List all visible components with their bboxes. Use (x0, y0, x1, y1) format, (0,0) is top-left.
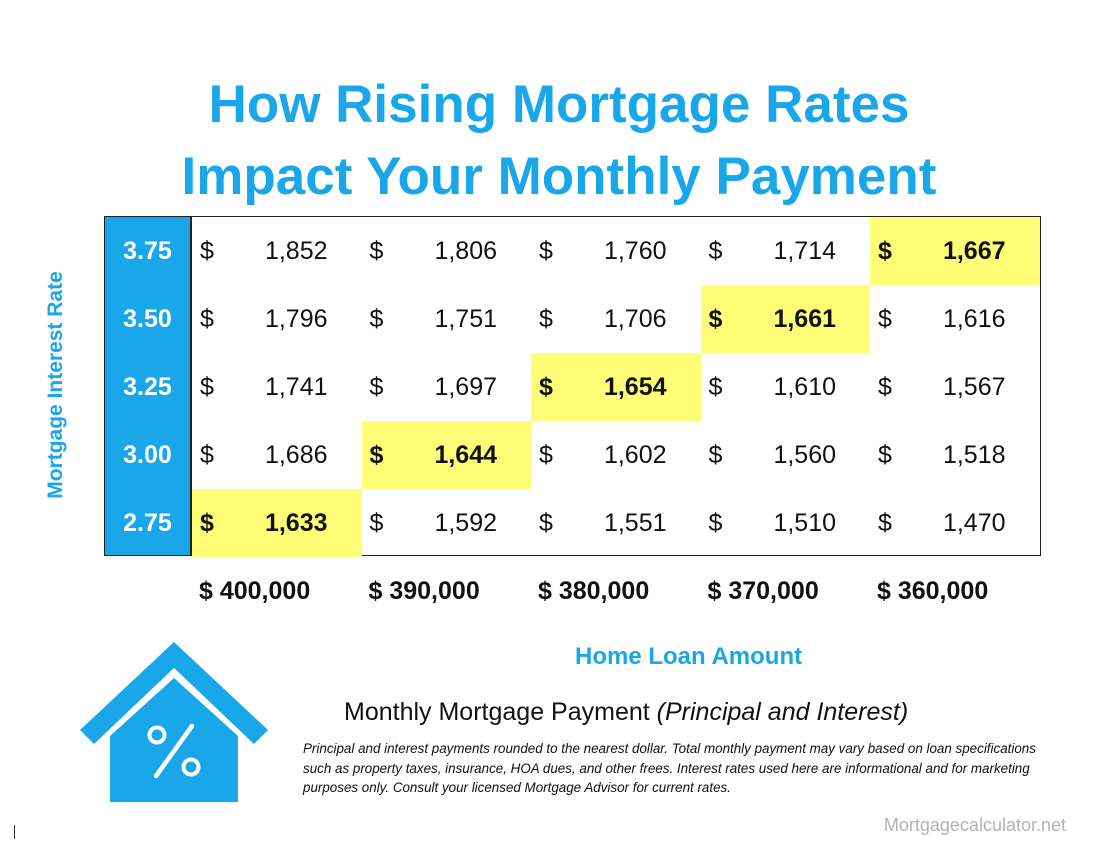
currency-symbol: $ (708, 441, 723, 469)
payment-value: 1,518 (942, 441, 1006, 469)
rate-label: 3.50 (123, 305, 172, 333)
currency-symbol: $ (200, 237, 214, 265)
currency-symbol: $ (539, 373, 553, 401)
rate-label: 3.25 (123, 373, 172, 401)
payment-value: 1,610 (773, 373, 836, 401)
loan-amount-label: $ 380,000 (538, 577, 650, 605)
payment-cell: $1,714 (701, 217, 871, 285)
currency-symbol: $ (708, 237, 723, 265)
loan-amount-label: $ 360,000 (877, 577, 989, 605)
payment-value: 1,602 (603, 441, 667, 469)
payment-value: 1,661 (773, 305, 836, 333)
loan-amount-label: $ 370,000 (707, 577, 819, 605)
payment-value: 1,760 (603, 237, 667, 265)
currency-symbol: $ (539, 305, 553, 333)
payment-cell: $1,706 (531, 285, 701, 353)
loan-amount-label: $ 390,000 (368, 577, 480, 605)
currency-symbol: $ (539, 509, 553, 537)
payment-cell: $1,806 (362, 217, 532, 285)
rate-column: 3.75 3.50 3.25 3.00 2.75 (105, 217, 192, 555)
currency-symbol: $ (200, 305, 214, 333)
payment-cell: $1,602 (531, 421, 701, 489)
payment-cell: $1,592 (362, 489, 532, 557)
payment-value: 1,616 (942, 305, 1006, 333)
currency-symbol: $ (878, 509, 892, 537)
payment-value: 1,686 (264, 441, 328, 469)
currency-symbol: $ (878, 305, 892, 333)
payment-cell: $1,518 (870, 421, 1040, 489)
currency-symbol: $ (200, 441, 214, 469)
x-axis-label: Home Loan Amount (575, 643, 803, 670)
payment-value: 1,714 (773, 237, 836, 265)
payment-cell: $1,741 (192, 353, 362, 421)
payment-value: 1,806 (434, 237, 497, 265)
payment-value: 1,592 (434, 509, 497, 537)
payment-value: 1,633 (264, 509, 328, 537)
house-percent-icon (80, 642, 268, 802)
payment-cell: $1,852 (192, 217, 362, 285)
text-cursor (14, 825, 15, 839)
payment-value: 1,667 (942, 237, 1006, 265)
currency-symbol: $ (200, 509, 214, 537)
payment-value: 1,567 (942, 373, 1006, 401)
payment-cell: $1,633 (192, 489, 362, 557)
currency-symbol: $ (878, 237, 892, 265)
currency-symbol: $ (708, 373, 723, 401)
payment-cell: $1,697 (362, 353, 532, 421)
loan-amount-label: $ 400,000 (199, 577, 311, 605)
currency-symbol: $ (369, 305, 384, 333)
payment-value: 1,706 (603, 305, 667, 333)
currency-symbol: $ (369, 373, 384, 401)
currency-symbol: $ (878, 373, 892, 401)
payment-table: 3.75 3.50 3.25 3.00 2.75 $1,852 $1,806 $1,760 $… (104, 216, 1041, 557)
payment-cell: $1,610 (701, 353, 871, 421)
payment-cell: $1,667 (870, 217, 1040, 285)
currency-symbol: $ (200, 373, 214, 401)
payment-cell: $1,760 (531, 217, 701, 285)
payment-value: 1,697 (434, 373, 497, 401)
currency-symbol: $ (539, 441, 553, 469)
payment-cell: $1,551 (531, 489, 701, 557)
currency-symbol: $ (539, 237, 553, 265)
payment-cell: $1,567 (870, 353, 1040, 421)
currency-symbol: $ (708, 509, 723, 537)
payment-value: 1,560 (773, 441, 836, 469)
page-title-line-2: Impact Your Monthly Payment (181, 147, 937, 206)
currency-symbol: $ (708, 305, 723, 333)
payment-value: 1,551 (603, 509, 667, 537)
currency-symbol: $ (369, 509, 384, 537)
payment-value: 1,470 (942, 509, 1006, 537)
rate-label: 3.75 (123, 237, 172, 265)
payment-value: 1,654 (603, 373, 667, 401)
payment-cell: $1,661 (700, 285, 870, 353)
payment-cell: $1,560 (701, 421, 871, 489)
payment-value: 1,741 (264, 373, 328, 401)
payment-cell: $1,510 (701, 489, 871, 557)
caption-italic: (Principal and Interest) (656, 698, 909, 726)
payment-value: 1,751 (434, 305, 497, 333)
disclaimer-footnote: Principal and interest payments rounded … (303, 741, 1036, 795)
payment-value: 1,852 (264, 237, 328, 265)
payment-value: 1,796 (264, 305, 328, 333)
payment-cell: $1,654 (531, 353, 701, 421)
payment-cell: $1,686 (192, 421, 362, 489)
payment-cell: $1,796 (192, 285, 362, 353)
payment-value: 1,644 (434, 441, 497, 469)
currency-symbol: $ (878, 441, 892, 469)
payment-value: 1,510 (773, 509, 836, 537)
payment-cell: $1,644 (361, 421, 531, 489)
currency-symbol: $ (369, 237, 384, 265)
rate-label: 3.00 (123, 441, 172, 469)
rate-label: 2.75 (123, 509, 172, 537)
table-caption: Monthly Mortgage Payment (Principal and … (344, 698, 909, 726)
brand-watermark: Mortgagecalculator.net (883, 815, 1066, 835)
payment-cell: $1,616 (870, 285, 1040, 353)
payment-cell: $1,751 (362, 285, 532, 353)
currency-symbol: $ (369, 441, 384, 469)
payment-cell: $1,470 (870, 489, 1040, 557)
page-title-line-1: How Rising Mortgage Rates (208, 75, 910, 134)
